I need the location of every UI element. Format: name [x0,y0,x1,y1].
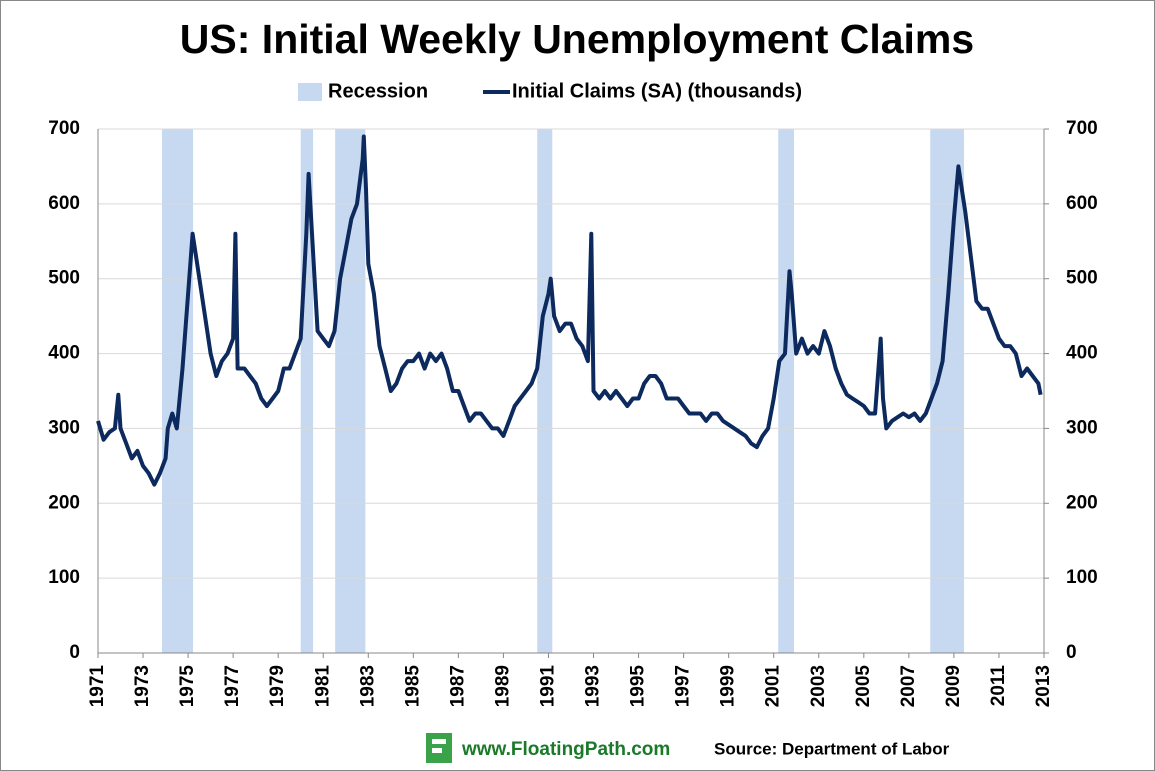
y-tick-label: 300 [48,417,80,438]
website: www.FloatingPath.com [461,739,670,760]
chart-title: US: Initial Weekly Unemployment Claims [180,16,974,62]
x-tick-label: 2013 [1033,665,1054,707]
recession-band [335,129,366,653]
x-tick-label: 1993 [583,665,604,707]
y2-tick-label: 300 [1066,417,1098,438]
x-tick-label: 1975 [177,665,198,708]
source: Source: Department of Labor [714,739,950,758]
x-tick-label: 1977 [222,665,243,707]
recession-band [537,129,553,653]
legend-swatch [298,83,322,101]
y-tick-label: 500 [48,268,80,289]
x-tick-label: 1979 [267,665,288,707]
y-tick-label: 400 [48,343,80,364]
y2-tick-label: 200 [1066,492,1098,513]
y-tick-label: 100 [48,567,80,588]
claims-line [96,134,1043,487]
x-tick-label: 1983 [357,665,378,707]
y-tick-label: 600 [48,193,80,214]
x-tick-label: 1991 [537,665,558,708]
x-tick-label: 2003 [808,665,829,707]
legend-label: Recession [328,80,428,102]
x-tick-label: 2007 [898,665,919,707]
logo [426,733,452,763]
x-tick-label: 1999 [718,665,739,707]
x-tick-label: 2011 [988,665,1009,707]
y-tick-label: 200 [48,492,80,513]
x-tick-label: 1973 [132,665,153,707]
recession-band [161,129,194,653]
y2-tick-label: 100 [1066,567,1098,588]
y2-tick-label: 600 [1066,193,1098,214]
x-tick-label: 1981 [312,665,333,708]
x-tick-label: 2001 [763,665,784,708]
y2-tick-label: 400 [1066,343,1098,364]
x-tick-label: 1971 [87,665,108,708]
y-tick-label: 0 [69,642,80,663]
x-tick-label: 1985 [402,665,423,708]
x-tick-label: 1997 [673,665,694,707]
x-tick-label: 1989 [492,665,513,707]
y2-tick-label: 0 [1066,642,1077,663]
y2-tick-label: 700 [1066,118,1098,139]
legend-label: Initial Claims (SA) (thousands) [512,80,802,102]
y2-tick-label: 500 [1066,268,1098,289]
y-tick-label: 700 [48,118,80,139]
x-tick-label: 1987 [447,665,468,707]
x-tick-label: 2009 [943,665,964,707]
x-tick-label: 1995 [628,665,649,708]
x-tick-label: 2005 [853,665,874,708]
recession-band [778,129,794,653]
